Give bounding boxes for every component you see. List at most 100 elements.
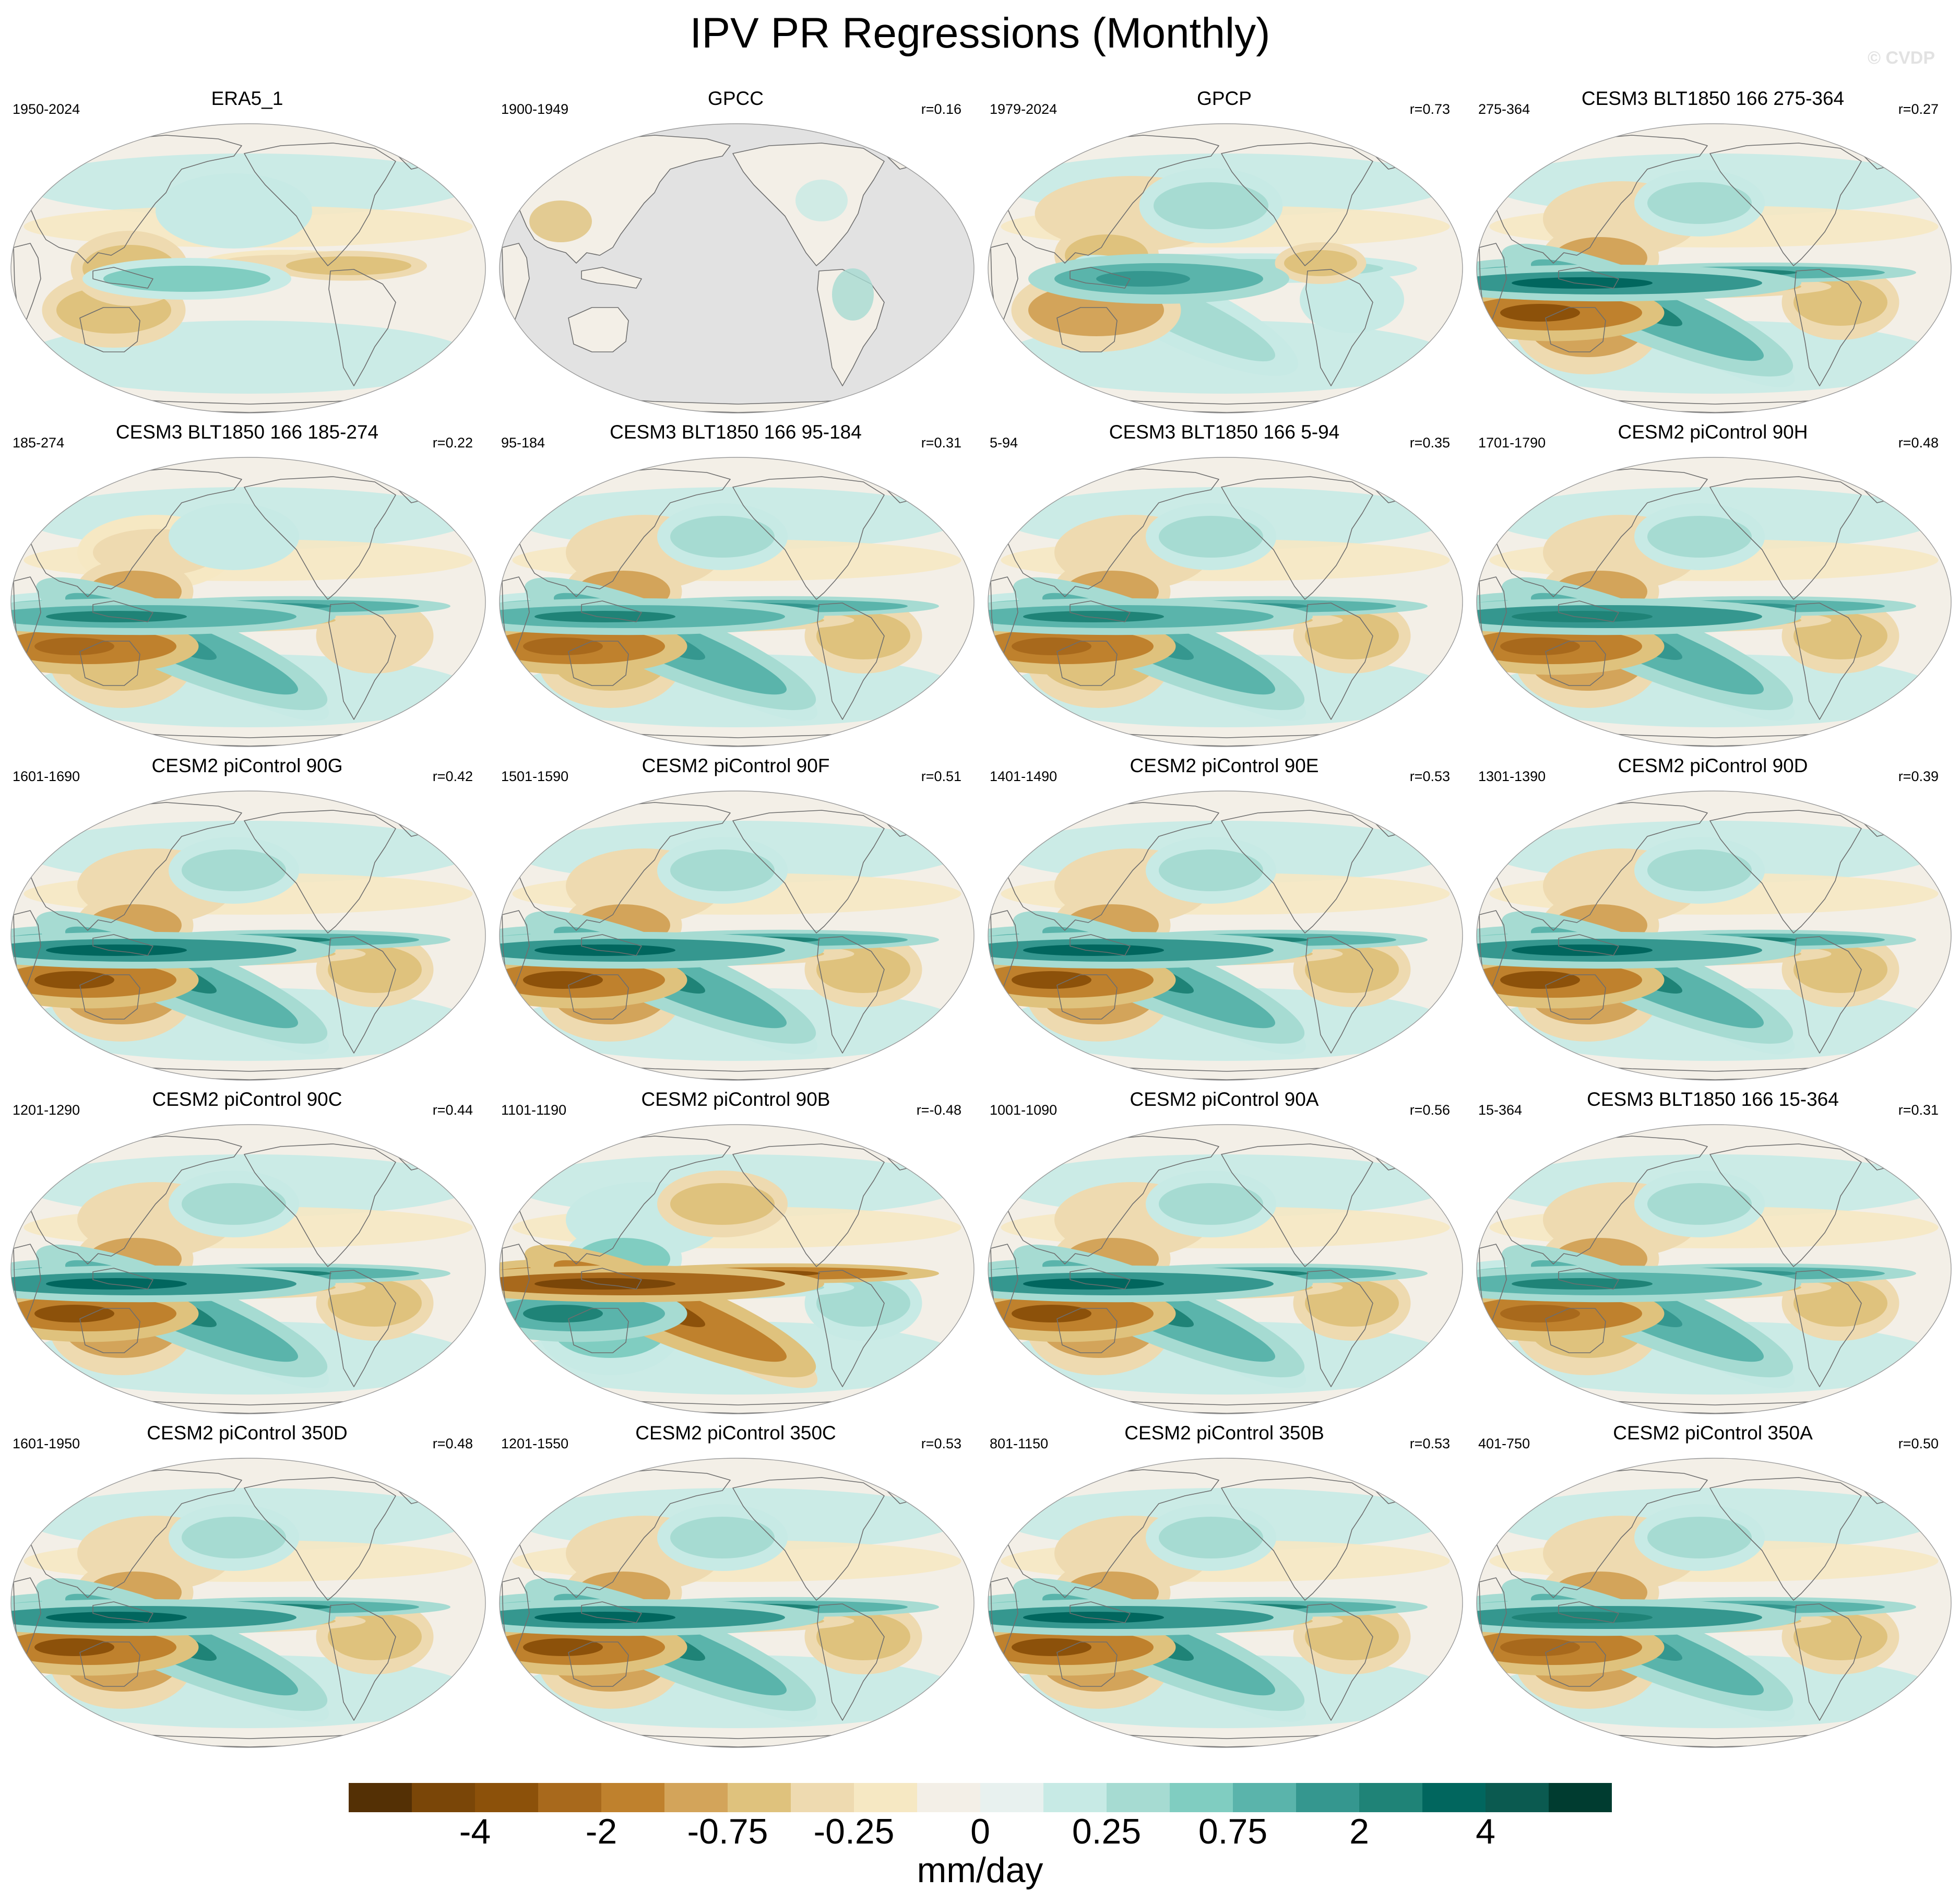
colorbar-swatch — [412, 1783, 475, 1812]
map-border — [1476, 1458, 1952, 1748]
wet-anomaly-peak — [1023, 1278, 1164, 1290]
colorbar-swatch — [917, 1783, 980, 1812]
maritime-continent-coastline — [1558, 1601, 1619, 1623]
south-america-coastline — [328, 936, 396, 1054]
africa-coastline — [990, 1577, 1018, 1658]
panel-title: ERA5_1 — [211, 88, 283, 109]
map-border — [988, 1458, 1463, 1748]
map-panel: CESM3 BLT1850 166 275-364 275-364 r=0.27 — [1469, 87, 1957, 421]
asia-coastline — [30, 1136, 242, 1265]
panel-period: 1401-1490 — [990, 769, 1058, 784]
south-america-coastline — [817, 1603, 885, 1721]
colorbar-swatch — [349, 1783, 412, 1812]
panel-correlation: r=0.35 — [1409, 435, 1450, 451]
panel-period: 801-1150 — [990, 1436, 1049, 1451]
maritime-continent-coastline — [581, 600, 642, 622]
dry-anomaly-peak — [1012, 1305, 1091, 1322]
colorbar-tick-label: 0.75 — [1198, 1812, 1268, 1851]
precip-anomaly-field — [1477, 821, 1939, 1061]
dry-anomaly-peak — [1012, 637, 1091, 655]
panel-period: 401-750 — [1478, 1436, 1530, 1451]
panel-title: CESM3 BLT1850 166 15-364 — [1587, 1089, 1839, 1110]
map-panel: CESM2 piControl 350A 401-750 r=0.50 — [1469, 1421, 1957, 1755]
colorbar-swatch — [1233, 1783, 1296, 1812]
wet-anomaly-peak — [1023, 611, 1164, 622]
panel-period: 1900-1949 — [501, 101, 569, 117]
panel-title: CESM3 BLT1850 166 95-184 — [610, 421, 862, 443]
south-america-coastline — [1794, 1270, 1862, 1387]
panel-correlation: r=0.48 — [1898, 435, 1939, 451]
south-america-coastline — [817, 603, 885, 720]
maritime-continent-coastline — [1070, 267, 1131, 289]
wet-anomaly — [670, 849, 775, 891]
south-america-coastline — [1305, 1603, 1373, 1721]
africa-coastline — [13, 910, 41, 991]
north-america-coastline — [1221, 810, 1373, 934]
colorbar-swatch — [664, 1783, 728, 1812]
page-title: IPV PR Regressions (Monthly) — [690, 9, 1270, 57]
africa-coastline — [990, 1244, 1018, 1325]
map-panel: CESM2 piControl 90G 1601-1690 r=0.42 — [3, 754, 491, 1088]
wet-anomaly — [670, 516, 775, 558]
colorbar-tick-label: 0 — [970, 1812, 990, 1851]
africa-coastline — [502, 1244, 530, 1325]
wet-anomaly-peak — [523, 1305, 603, 1322]
panel-title: CESM2 piControl 90B — [641, 1089, 830, 1110]
precip-anomaly-field — [988, 1154, 1450, 1395]
panel-correlation: r=0.39 — [1898, 769, 1939, 784]
wet-anomaly-peak — [1023, 1612, 1164, 1623]
africa-coastline — [502, 243, 530, 324]
south-america-coastline — [1794, 936, 1862, 1054]
panel-correlation: r=0.56 — [1409, 1102, 1450, 1118]
australia-coastline — [1545, 641, 1606, 686]
map-panel: CESM2 piControl 90H 1701-1790 r=0.48 — [1469, 420, 1957, 754]
dry-anomaly-peak — [534, 1278, 675, 1290]
asia-coastline — [1007, 468, 1219, 597]
panel-correlation: r=0.31 — [921, 435, 961, 451]
map-panel: CESM2 piControl 90F 1501-1590 r=0.51 — [492, 754, 980, 1088]
colorbar-swatch — [1422, 1783, 1486, 1812]
panel-correlation: r=0.53 — [1409, 1436, 1450, 1451]
dry-anomaly — [670, 1183, 775, 1225]
north-america-coastline — [244, 1143, 396, 1267]
maritime-continent-coastline — [1558, 934, 1619, 956]
dry-anomaly-peak — [34, 971, 114, 989]
map-plot — [988, 1124, 1463, 1414]
dry-anomaly-peak — [1500, 304, 1580, 322]
maritime-continent-coastline — [92, 600, 153, 622]
map-plot — [988, 790, 1463, 1081]
dry-anomaly-peak — [1500, 971, 1580, 989]
asia-coastline — [1495, 1136, 1708, 1265]
map-border — [988, 457, 1463, 747]
africa-coastline — [1479, 1577, 1507, 1658]
colorbar-swatch — [475, 1783, 538, 1812]
australia-coastline — [1056, 307, 1118, 352]
maritime-continent-coastline — [1558, 600, 1619, 622]
south-america-coastline — [1794, 269, 1862, 386]
colorbar-swatch — [538, 1783, 601, 1812]
australia-coastline — [568, 974, 629, 1020]
wet-anomaly — [1159, 1517, 1263, 1558]
wet-anomaly — [1310, 279, 1394, 321]
panel-title: CESM2 piControl 90A — [1130, 1089, 1319, 1110]
wet-anomaly-peak — [534, 1612, 675, 1623]
dry-anomaly — [1284, 250, 1357, 276]
colorbar-swatch — [1107, 1783, 1170, 1812]
australia-coastline — [1056, 641, 1118, 686]
asia-coastline — [1007, 1469, 1219, 1598]
map-border — [499, 123, 975, 414]
asia-coastline — [518, 802, 731, 931]
south-america-coastline — [328, 603, 396, 720]
wet-anomaly — [1647, 516, 1752, 558]
colorbar-swatch — [1549, 1783, 1612, 1812]
panel-correlation: r=0.31 — [1898, 1102, 1939, 1118]
wet-anomaly — [1647, 1183, 1752, 1225]
north-america-coastline — [732, 476, 885, 600]
map-border — [10, 1124, 486, 1414]
south-america-coastline — [328, 1603, 396, 1721]
asia-coastline — [1495, 802, 1708, 931]
panel-title: GPCC — [708, 88, 764, 109]
africa-coastline — [990, 576, 1018, 657]
dry-anomaly-peak — [523, 971, 603, 989]
panel-title: CESM2 piControl 90E — [1130, 755, 1319, 776]
